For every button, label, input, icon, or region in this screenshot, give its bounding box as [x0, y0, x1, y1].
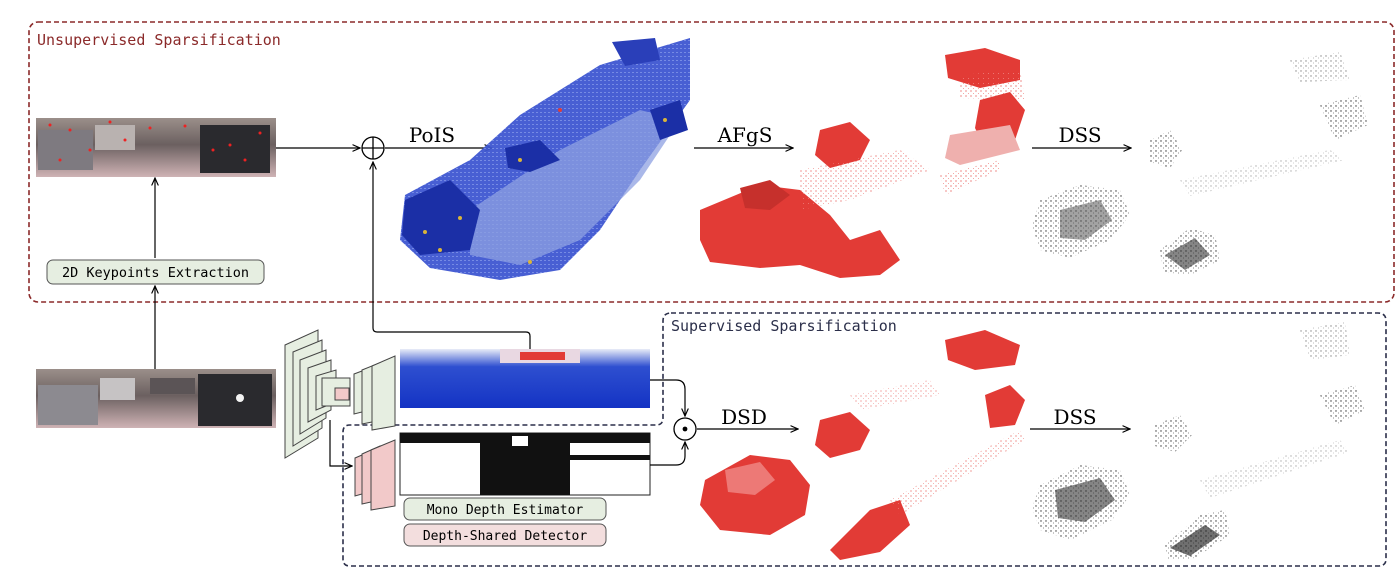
- unsupervised-section-frame: [28, 21, 1395, 303]
- dss-top-point-cloud: [1032, 52, 1368, 275]
- dss-top-label: DSS: [1058, 123, 1101, 147]
- depth-map-image: [400, 349, 650, 408]
- line-depth-to-oplus: [373, 162, 531, 349]
- unsupervised-section-title: Unsupervised Sparsification: [37, 31, 281, 49]
- dsd-label: DSD: [721, 405, 767, 429]
- dss-bottom-point-cloud: [1032, 322, 1365, 560]
- mono-depth-estimator-box: [403, 497, 607, 521]
- supervised-section-frame: [342, 312, 1387, 567]
- afgs-label: AFgS: [717, 123, 773, 147]
- detection-mask-image: [399, 432, 651, 496]
- mono-depth-estimator-label: Mono Depth Estimator: [427, 503, 584, 518]
- line-depth-to-odot: [650, 379, 685, 416]
- arrow-encoder-to-detector: [329, 420, 352, 466]
- depth-shared-detector-label: Depth-Shared Detector: [423, 529, 588, 544]
- afgs-point-cloud: [700, 48, 1025, 278]
- pois-label: PoIS: [409, 123, 455, 147]
- mono-depth-decoder: [353, 355, 396, 431]
- supervised-section-title: Supervised Sparsification: [671, 317, 897, 335]
- line-mask-to-odot: [650, 442, 685, 466]
- dsd-point-cloud: [700, 330, 1025, 560]
- keypoints-extraction-box: [46, 259, 265, 285]
- depth-shared-detector-box: [403, 523, 607, 547]
- keypoint-street-image: [36, 118, 276, 177]
- oplus-operator: [361, 136, 385, 160]
- input-street-image: [36, 369, 276, 428]
- pois-point-cloud: [400, 38, 690, 280]
- dss-bottom-label: DSS: [1053, 405, 1096, 429]
- depth-shared-detector-head: [354, 439, 396, 511]
- odot-operator: [673, 417, 697, 441]
- depth-network-encoder: [284, 329, 351, 459]
- keypoints-extraction-label: 2D Keypoints Extraction: [62, 265, 249, 281]
